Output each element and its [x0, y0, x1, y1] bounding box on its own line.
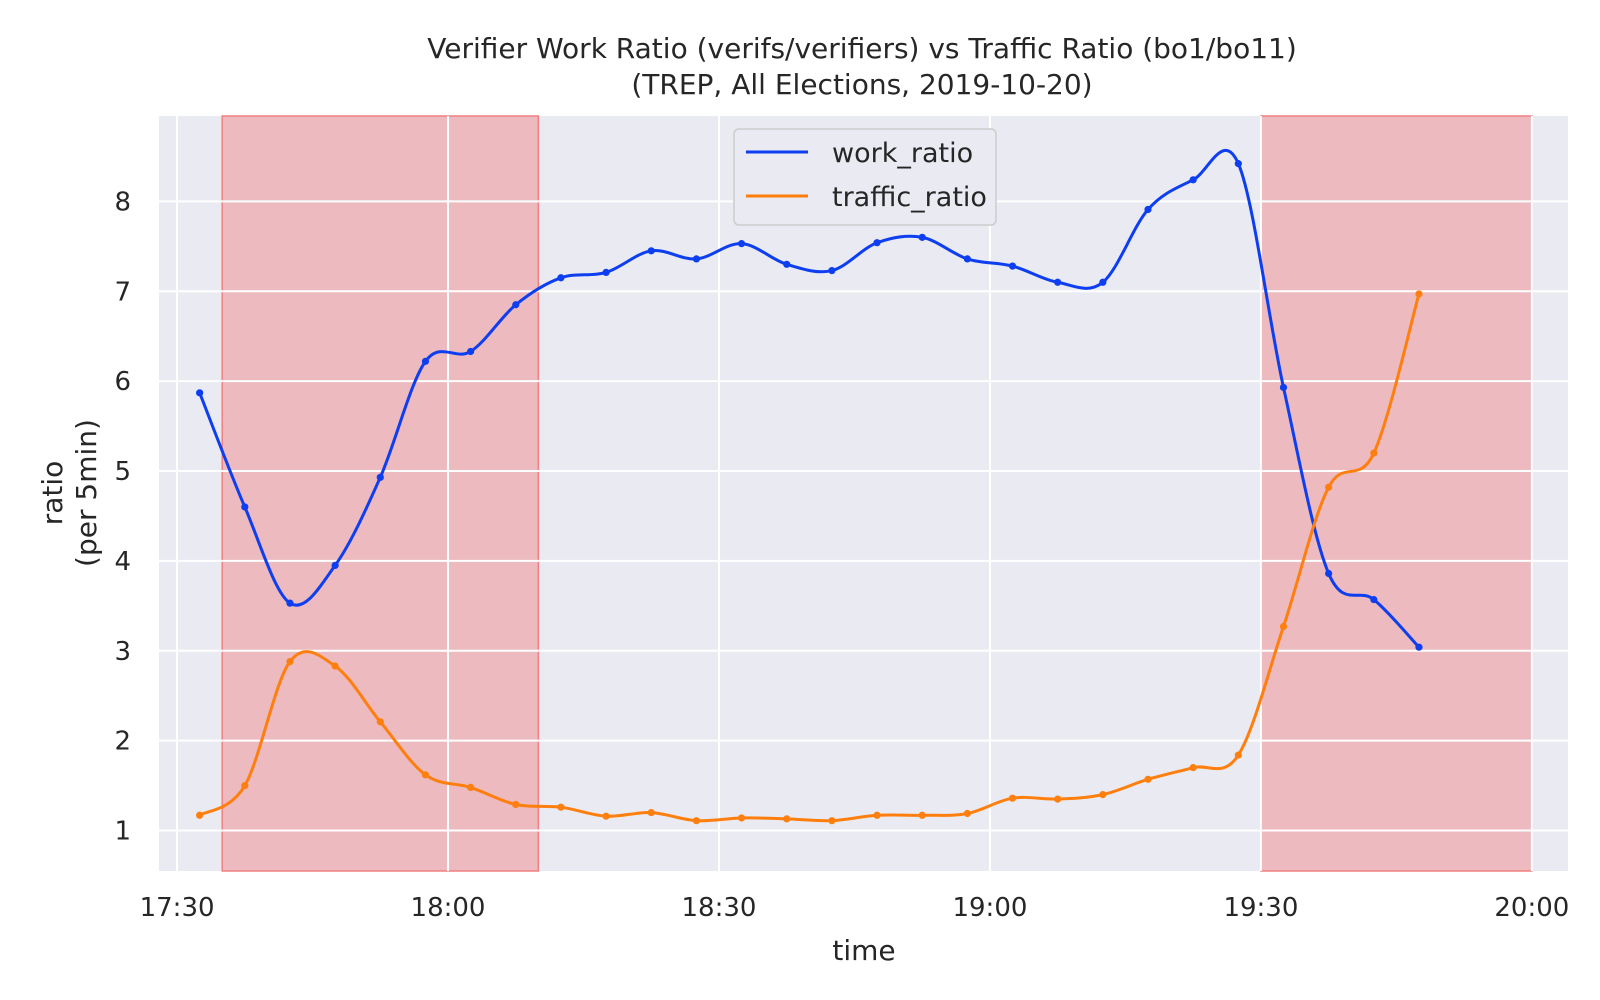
- data-point-traffic-ratio: [963, 809, 971, 818]
- data-point-traffic-ratio: [467, 783, 475, 792]
- data-point-traffic-ratio: [1415, 290, 1423, 298]
- data-point-traffic-ratio: [1008, 794, 1017, 802]
- data-point-work-ratio: [1415, 643, 1423, 651]
- x-tick-label: 18:00: [411, 893, 486, 923]
- data-point-work-ratio: [1279, 383, 1288, 392]
- legend: work_ratio traffic_ratio: [733, 128, 997, 226]
- y-axis-label-line1: ratio: [36, 461, 69, 526]
- shaded-regions: [221, 115, 1533, 872]
- data-point-traffic-ratio: [783, 815, 791, 823]
- data-point-work-ratio: [918, 233, 926, 241]
- data-point-traffic-ratio: [1234, 751, 1242, 759]
- data-point-traffic-ratio: [196, 811, 204, 819]
- data-point-work-ratio: [692, 255, 701, 263]
- data-point-work-ratio: [286, 599, 294, 607]
- y-tick-label: 5: [114, 457, 131, 487]
- data-point-work-ratio: [647, 247, 655, 255]
- data-point-work-ratio: [1054, 278, 1062, 286]
- data-point-work-ratio: [331, 561, 339, 570]
- data-point-work-ratio: [1144, 205, 1152, 214]
- data-point-traffic-ratio: [1325, 483, 1333, 491]
- data-point-traffic-ratio: [1144, 775, 1152, 783]
- data-point-traffic-ratio: [873, 811, 881, 819]
- data-point-work-ratio: [1189, 176, 1197, 184]
- data-point-traffic-ratio: [421, 771, 430, 779]
- data-point-work-ratio: [1099, 278, 1107, 286]
- data-point-work-ratio: [602, 268, 610, 276]
- y-tick-labels: 1 2 3 4 5 6 7 8: [114, 187, 131, 846]
- data-point-work-ratio: [737, 240, 746, 248]
- data-point-traffic-ratio: [828, 817, 836, 825]
- y-axis-label-line2: (per 5min): [70, 419, 103, 567]
- y-tick-label: 2: [114, 727, 131, 757]
- data-point-traffic-ratio: [376, 718, 384, 726]
- data-point-traffic-ratio: [692, 817, 701, 825]
- plot-area: [159, 116, 1568, 871]
- data-point-traffic-ratio: [737, 814, 746, 822]
- data-point-traffic-ratio: [512, 800, 520, 809]
- data-point-work-ratio: [467, 347, 475, 356]
- shaded-region: [1260, 115, 1533, 872]
- y-tick-label: 8: [114, 187, 131, 217]
- y-tick-label: 3: [114, 637, 131, 667]
- data-point-traffic-ratio: [602, 812, 610, 820]
- data-point-work-ratio: [783, 260, 791, 268]
- data-point-traffic-ratio: [331, 662, 339, 670]
- chart-title-line2: (TREP, All Elections, 2019-10-20): [631, 68, 1092, 101]
- x-tick-label: 19:00: [952, 893, 1027, 923]
- data-point-work-ratio: [828, 266, 836, 275]
- legend-label-work-ratio: work_ratio: [832, 138, 973, 169]
- x-axis-label: time: [832, 934, 895, 967]
- data-point-traffic-ratio: [1189, 764, 1197, 772]
- y-tick-label: 6: [114, 367, 131, 397]
- y-tick-label: 4: [114, 547, 131, 577]
- data-point-work-ratio: [421, 357, 430, 365]
- data-point-work-ratio: [557, 274, 565, 282]
- data-point-traffic-ratio: [1370, 449, 1378, 457]
- chart-title-line1: Verifier Work Ratio (verifs/verifiers) v…: [427, 32, 1297, 65]
- x-tick-label: 19:30: [1223, 893, 1298, 923]
- x-tick-label: 17:30: [140, 893, 215, 923]
- data-point-traffic-ratio: [286, 657, 294, 666]
- data-point-work-ratio: [241, 503, 249, 511]
- data-point-work-ratio: [963, 255, 971, 263]
- data-point-work-ratio: [512, 301, 520, 309]
- x-tick-label: 20:00: [1494, 893, 1569, 923]
- data-point-traffic-ratio: [918, 811, 926, 819]
- x-tick-labels: 17:30 18:00 18:30 19:00 19:30 20:00: [140, 893, 1570, 923]
- y-tick-label: 7: [114, 277, 131, 307]
- data-point-traffic-ratio: [1279, 622, 1288, 631]
- data-point-work-ratio: [1008, 262, 1017, 270]
- legend-label-traffic-ratio: traffic_ratio: [832, 182, 987, 213]
- data-point-traffic-ratio: [1099, 791, 1107, 799]
- data-point-work-ratio: [1234, 160, 1242, 168]
- series-lines: [196, 148, 1423, 825]
- x-tick-label: 18:30: [682, 893, 757, 923]
- data-point-work-ratio: [1370, 595, 1378, 604]
- shaded-region: [221, 115, 540, 872]
- y-tick-label: 1: [114, 817, 131, 847]
- data-point-traffic-ratio: [647, 808, 655, 817]
- data-point-work-ratio: [196, 389, 204, 397]
- data-point-traffic-ratio: [1054, 795, 1062, 803]
- data-point-work-ratio: [1325, 569, 1333, 578]
- data-point-traffic-ratio: [241, 782, 249, 790]
- data-point-work-ratio: [873, 239, 881, 247]
- data-point-work-ratio: [376, 473, 384, 481]
- data-point-traffic-ratio: [557, 803, 565, 811]
